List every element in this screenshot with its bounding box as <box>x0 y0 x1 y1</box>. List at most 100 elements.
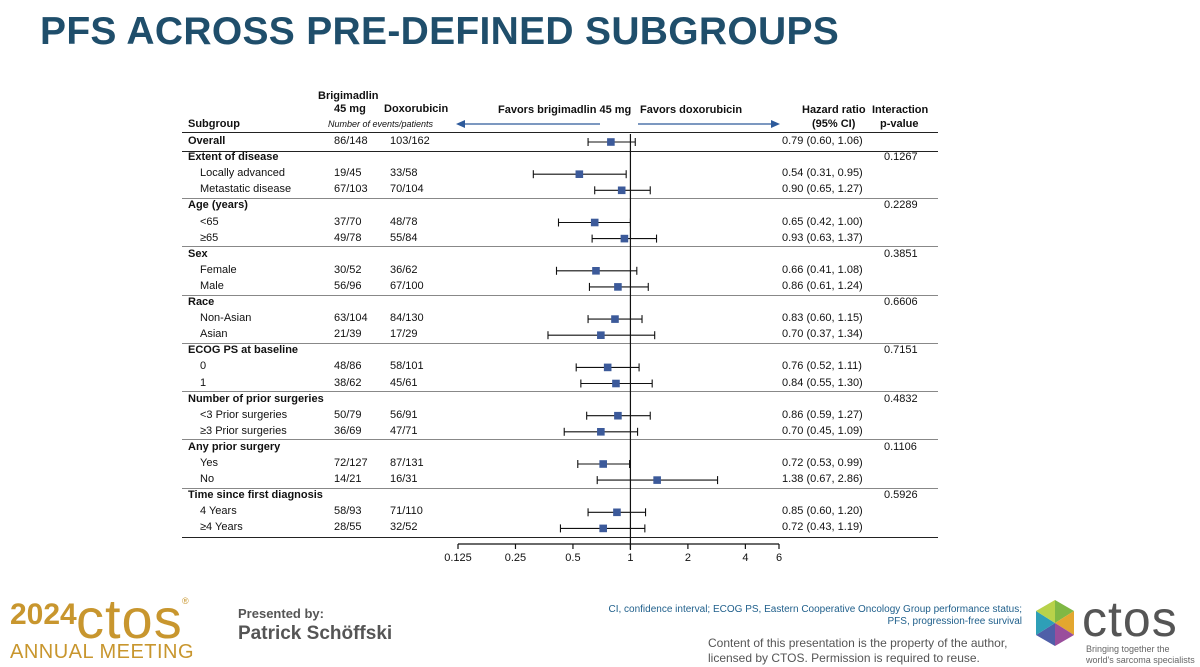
hazard-ratio-text: 0.84 (0.55, 1.30) <box>782 376 863 389</box>
arm1-events: 21/39 <box>334 328 362 341</box>
slide-title: PFS ACROSS PRE-DEFINED SUBGROUPS <box>40 10 840 53</box>
arm2-events: 47/71 <box>390 424 418 437</box>
hazard-ratio-text: 0.72 (0.43, 1.19) <box>782 521 863 534</box>
hr-point-marker <box>620 234 629 243</box>
table-row: 0 48/86 58/101 0.76 (0.52, 1.11) <box>0 359 940 375</box>
abbreviations-note: CI, confidence interval; ECOG PS, Easter… <box>608 604 1022 627</box>
row-label: <3 Prior surgeries <box>200 408 288 421</box>
row-label: Time since first diagnosis <box>188 489 323 502</box>
interaction-pvalue: 0.1106 <box>884 440 917 453</box>
table-row: Non-Asian 63/104 84/130 0.83 (0.60, 1.15) <box>0 311 940 327</box>
group-divider <box>182 342 938 344</box>
group-header-row: Age (years) 0.2289 <box>0 198 940 214</box>
table-row: No 14/21 16/31 1.38 (0.67, 2.86) <box>0 472 940 488</box>
header-rule <box>182 132 938 133</box>
arm1-header-line2: 45 mg <box>334 103 366 115</box>
arm1-events: 30/52 <box>334 263 362 276</box>
arm2-events: 70/104 <box>390 183 424 196</box>
hr-point-marker <box>599 460 607 468</box>
x-tick-label: 0.125 <box>444 552 472 564</box>
group-header-row: Race 0.6606 <box>0 295 940 311</box>
ctos-tagline: Bringing together the world's sarcoma sp… <box>1086 644 1195 665</box>
arm1-events: 14/21 <box>334 473 362 486</box>
row-label: Extent of disease <box>188 151 279 164</box>
table-row: ≥4 Years 28/55 32/52 0.72 (0.43, 1.19) <box>0 520 940 536</box>
interaction-pvalue: 0.4832 <box>884 392 918 405</box>
arm1-events: 19/45 <box>334 167 362 180</box>
row-label: Sex <box>188 247 208 260</box>
registered-mark: ® <box>182 596 189 606</box>
interaction-pvalue: 0.1267 <box>884 151 918 164</box>
hr-point-marker <box>590 218 599 227</box>
overall-rule <box>182 150 938 152</box>
row-label: Any prior surgery <box>188 440 281 453</box>
row-label: ≥3 Prior surgeries <box>200 424 287 437</box>
row-label: Yes <box>200 457 218 469</box>
arm2-events: 67/100 <box>390 279 424 292</box>
arm2-events: 36/62 <box>390 263 418 276</box>
brand-year: 2024 <box>10 598 77 631</box>
row-label: Female <box>200 263 237 276</box>
group-divider <box>182 439 938 441</box>
hazard-ratio-text: 0.70 (0.45, 1.09) <box>782 424 863 437</box>
arm2-events: 55/84 <box>390 231 418 244</box>
favors-left-label: Favors brigimadlin 45 mg <box>498 104 632 116</box>
arm2-events: 17/29 <box>390 328 418 341</box>
table-row: 4 Years 58/93 71/110 0.85 (0.60, 1.20) <box>0 504 940 520</box>
group-header-row: Sex 0.3851 <box>0 247 940 263</box>
arm2-events: 84/130 <box>390 312 424 325</box>
arm2-events: 33/58 <box>390 167 418 180</box>
group-header-row: Any prior surgery 0.1106 <box>0 440 940 456</box>
arm2-events: 56/91 <box>390 408 418 421</box>
table-row: Female 30/52 36/62 0.66 (0.41, 1.08) <box>0 263 940 279</box>
hazard-ratio-text: 0.54 (0.31, 0.95) <box>782 167 863 180</box>
row-label: Locally advanced <box>200 167 286 180</box>
interaction-pvalue: 0.6606 <box>884 296 918 308</box>
arm1-events: 38/62 <box>334 376 362 389</box>
hazard-ratio-text: 0.85 (0.60, 1.20) <box>782 505 863 518</box>
arm2-events: 32/52 <box>390 521 418 534</box>
hr-point-marker <box>614 283 622 291</box>
group-header-row: Extent of disease 0.1267 <box>0 150 940 166</box>
group-divider <box>182 246 938 248</box>
hazard-ratio-text: 0.83 (0.60, 1.15) <box>782 312 863 325</box>
hr-point-marker <box>575 170 584 178</box>
group-header-row: Time since first diagnosis 0.5926 <box>0 488 940 504</box>
table-row: Locally advanced 19/45 33/58 0.54 (0.31, 0.… <box>0 166 940 182</box>
row-label: Number of prior surgeries <box>188 392 324 405</box>
group-header-row: Number of prior surgeries 0.4832 <box>0 392 940 408</box>
arm2-events: 103/162 <box>390 135 430 147</box>
bottom-rule <box>182 537 938 539</box>
table-row: Male 56/96 67/100 0.86 (0.61, 1.24) <box>0 279 940 295</box>
arm1-events: 58/93 <box>334 505 362 518</box>
hr-point-marker <box>614 411 622 420</box>
interaction-pvalue: 0.7151 <box>884 344 918 357</box>
group-divider <box>182 391 938 393</box>
arm1-events: 63/104 <box>334 312 368 325</box>
arm1-events: 67/103 <box>334 183 368 196</box>
arm2-events: 48/78 <box>390 215 418 228</box>
events-note: Number of events/patients <box>328 119 434 129</box>
table-row: Overall 86/148 103/162 0.79 (0.60, 1.06) <box>0 134 940 150</box>
table-row: ≥65 49/78 55/84 0.93 (0.63, 1.37) <box>0 231 940 247</box>
row-label: <65 <box>200 215 219 228</box>
hazard-ratio-text: 0.86 (0.61, 1.24) <box>782 279 863 292</box>
hr-point-marker <box>592 267 600 275</box>
row-label: Asian <box>200 328 228 341</box>
x-tick-label: 6 <box>775 552 783 564</box>
arm1-events: 36/69 <box>334 424 362 437</box>
row-label: ECOG PS at baseline <box>188 344 299 357</box>
hazard-ratio-text: 0.86 (0.59, 1.27) <box>782 408 863 421</box>
ctos-petal-icon <box>1036 600 1074 646</box>
hazard-ratio-text: 0.76 (0.52, 1.11) <box>782 360 862 373</box>
arm1-events: 56/96 <box>334 279 362 292</box>
interaction-pvalue: 0.3851 <box>884 247 918 260</box>
hr-point-marker <box>607 138 615 146</box>
ctos-logo-right: ctos <box>1082 591 1178 647</box>
group-divider <box>182 197 938 199</box>
row-label: 1 <box>200 376 207 389</box>
hazard-ratio-text: 0.93 (0.63, 1.37) <box>782 231 863 244</box>
arm2-events: 71/110 <box>390 505 423 518</box>
arm1-events: 86/148 <box>334 135 368 147</box>
pval-header-line1: Interaction <box>872 104 929 116</box>
